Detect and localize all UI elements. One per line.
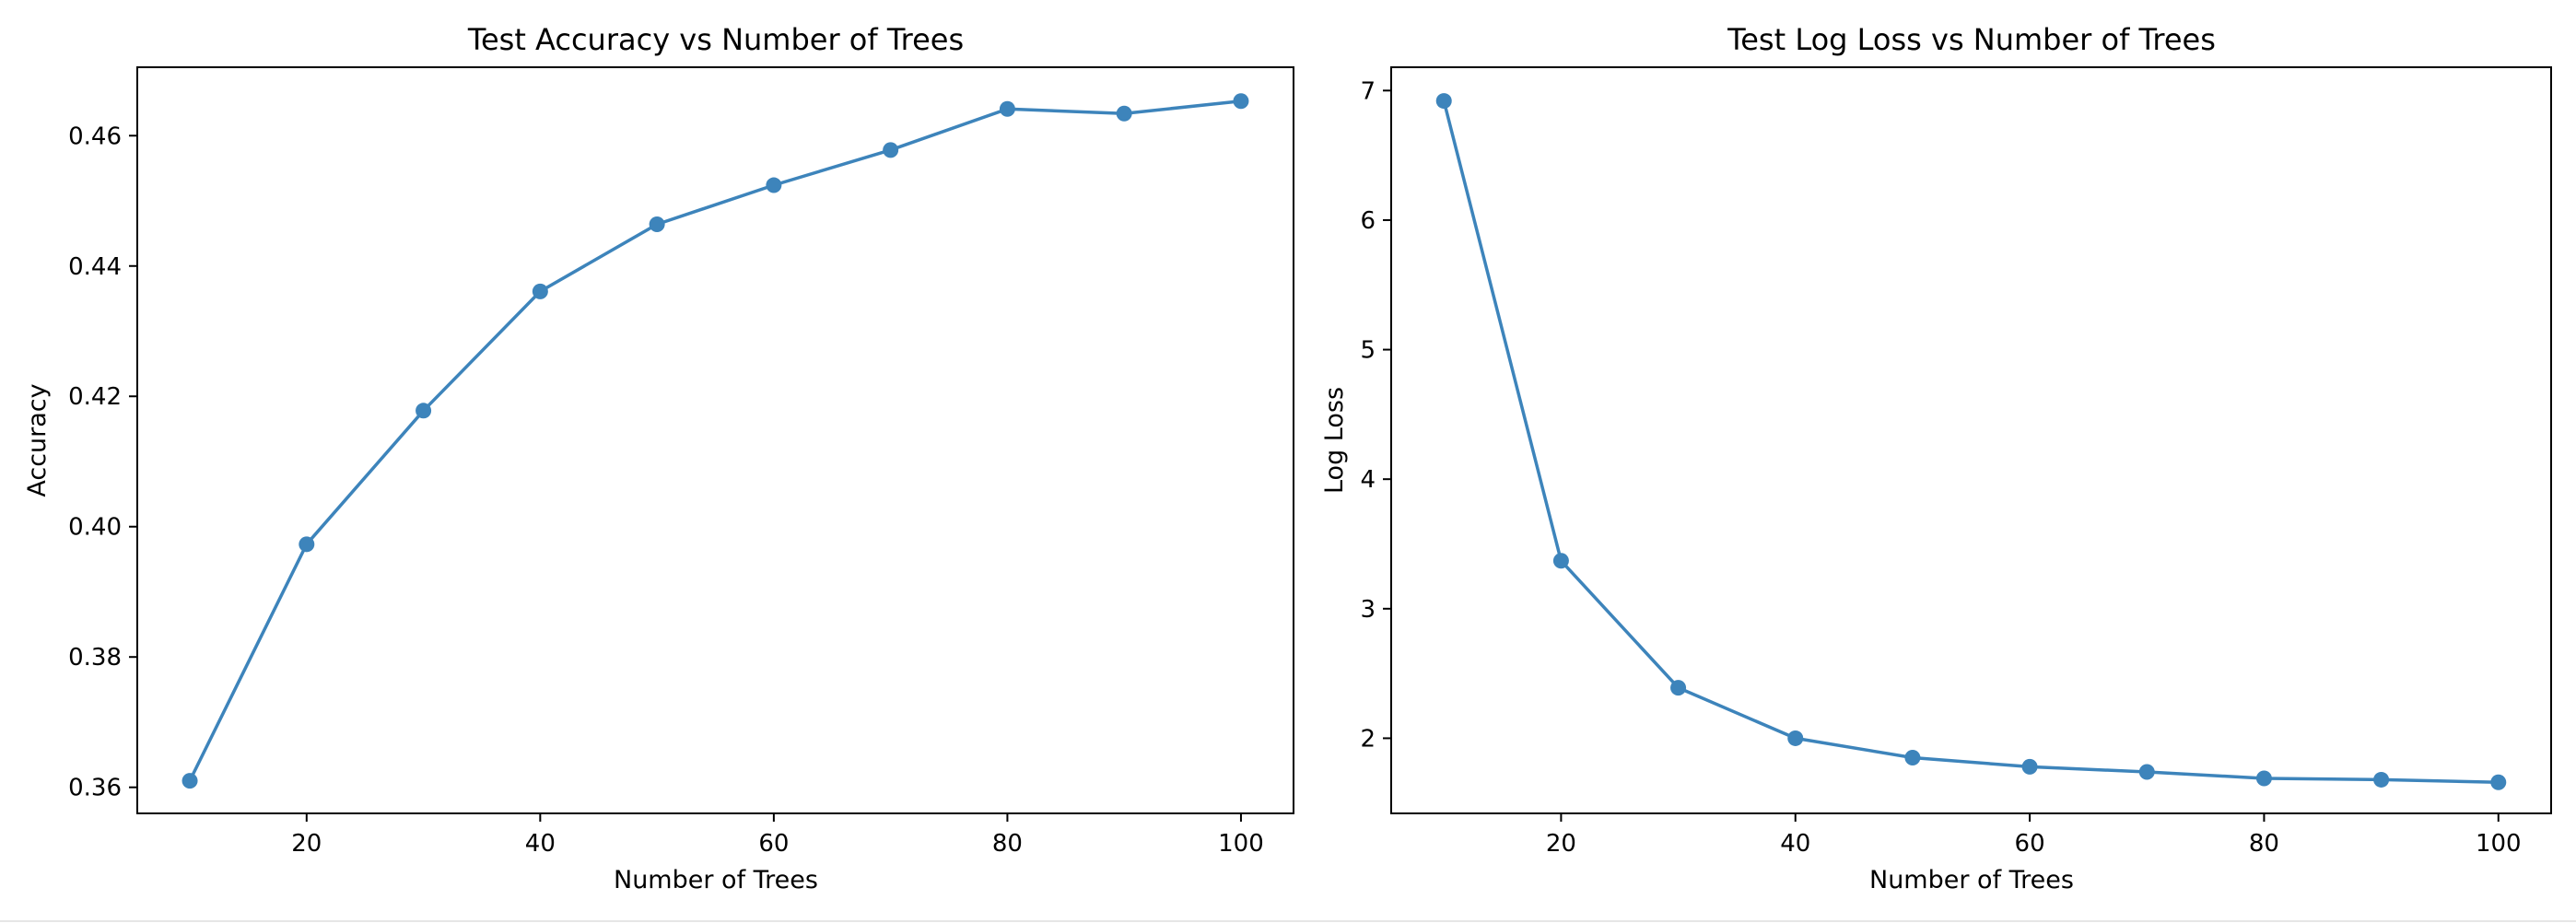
y-tick-label: 5 <box>1360 337 1376 365</box>
plot-frame <box>136 66 1294 814</box>
x-axis-label: Number of Trees <box>1869 866 2074 894</box>
tick-group: 20 40 60 80 100 2 3 4 5 6 7 <box>1360 77 2521 858</box>
data-point <box>1233 93 1249 110</box>
x-tick-label: 40 <box>525 830 556 858</box>
data-marks <box>1435 93 2507 790</box>
series-line <box>188 99 1242 782</box>
data-marks <box>181 93 1249 789</box>
data-point <box>416 403 432 419</box>
accuracy-chart: Test Accuracy vs Number of Trees Number … <box>23 22 1294 894</box>
x-tick-label: 100 <box>2476 830 2522 858</box>
y-tick-label: 0.36 <box>68 775 122 802</box>
x-tick-label: 20 <box>291 830 322 858</box>
x-tick-label: 40 <box>1780 830 1810 858</box>
y-tick-label: 0.40 <box>68 514 122 542</box>
data-point <box>1552 553 1569 569</box>
data-point <box>181 773 198 789</box>
data-point <box>883 142 899 158</box>
y-tick-label: 0.46 <box>68 123 122 150</box>
y-tick-label: 3 <box>1360 596 1376 624</box>
data-point <box>2255 770 2272 787</box>
data-point <box>2138 764 2155 780</box>
data-point <box>1116 105 1132 122</box>
x-tick-label: 60 <box>2015 830 2045 858</box>
data-point <box>999 100 1015 117</box>
tick-group: 20 40 60 80 100 0.36 0.38 0.40 0.42 0.44 0.46 <box>68 123 1264 858</box>
data-point <box>1670 680 1687 696</box>
y-axis-label: Log Loss <box>1320 387 1349 494</box>
data-point <box>2021 758 2038 775</box>
y-tick-label: 7 <box>1360 77 1376 105</box>
log-loss-chart: Test Log Loss vs Number of Trees Number … <box>1320 22 2552 894</box>
chart-title: Test Log Loss vs Number of Trees <box>1727 22 2216 57</box>
x-tick-label: 80 <box>2249 830 2279 858</box>
chart-title: Test Accuracy vs Number of Trees <box>467 22 964 57</box>
y-tick-label: 0.38 <box>68 644 122 672</box>
y-tick-label: 6 <box>1360 207 1376 235</box>
x-tick-label: 60 <box>758 830 789 858</box>
series-line <box>1442 100 2499 785</box>
data-point <box>2373 771 2390 788</box>
x-axis-label: Number of Trees <box>614 866 818 894</box>
y-tick-label: 4 <box>1360 466 1376 494</box>
x-tick-label: 100 <box>1218 830 1264 858</box>
data-point <box>1787 730 1804 746</box>
x-tick-label: 80 <box>992 830 1023 858</box>
data-point <box>2490 774 2507 790</box>
y-tick-label: 2 <box>1360 725 1376 753</box>
data-point <box>649 216 665 232</box>
data-point <box>1435 93 1452 110</box>
y-tick-label: 0.44 <box>68 253 122 281</box>
plot-frame <box>1390 66 2552 814</box>
data-point <box>532 283 548 299</box>
data-point <box>766 177 782 193</box>
x-tick-label: 20 <box>1546 830 1576 858</box>
data-point <box>1904 750 1921 766</box>
data-point <box>299 536 315 553</box>
y-axis-label: Accuracy <box>23 383 52 497</box>
y-tick-label: 0.42 <box>68 383 122 411</box>
